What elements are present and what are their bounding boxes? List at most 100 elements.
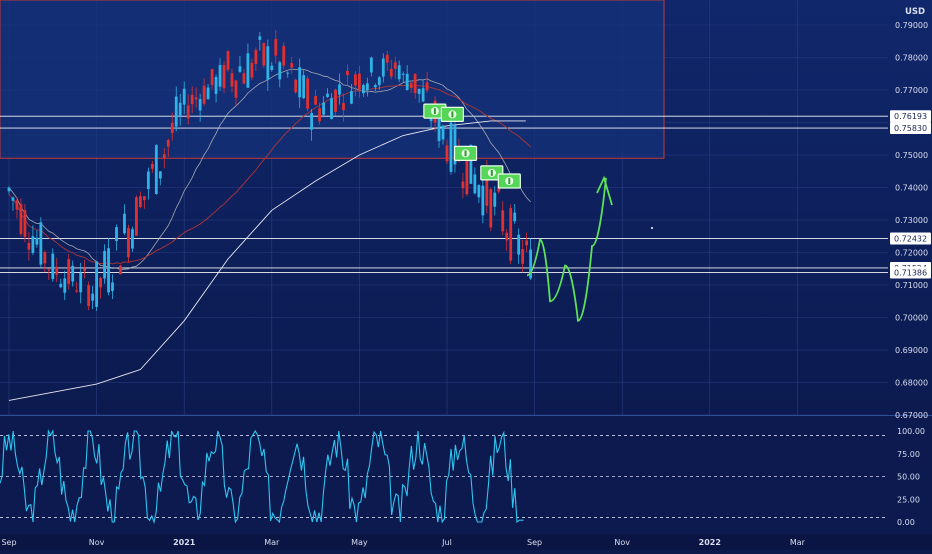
candle [346, 64, 349, 86]
candle [330, 93, 333, 120]
candle [254, 47, 258, 72]
candle [55, 258, 59, 283]
price-tick-label: 0.67000 [895, 411, 928, 420]
candle [115, 224, 118, 251]
candle [461, 173, 465, 199]
projection-path [526, 177, 607, 322]
candle [401, 71, 405, 83]
time-tick-label: 2022 [699, 538, 721, 547]
candle [262, 42, 266, 68]
price-tick-label: 0.79000 [895, 21, 928, 30]
candle [270, 62, 274, 72]
candle [190, 86, 194, 114]
candle [214, 74, 218, 103]
candles [7, 29, 533, 312]
candle [481, 177, 485, 224]
candle [393, 57, 397, 79]
candle [294, 78, 298, 94]
candle [15, 197, 19, 219]
candle [389, 59, 393, 80]
osc-tick-label: 25.00 [897, 495, 920, 504]
candle [465, 158, 469, 197]
candle [234, 79, 238, 107]
candle [286, 71, 290, 78]
time-tick-label: May [351, 538, 368, 547]
candle [226, 50, 230, 72]
price-level-tag[interactable]: 0.72432 [890, 232, 931, 245]
candle [338, 73, 341, 105]
candle [350, 84, 353, 105]
candle [174, 86, 178, 132]
candle [365, 77, 369, 97]
dollar-note-icon [497, 173, 521, 189]
candle [501, 201, 505, 236]
candle [111, 274, 114, 299]
price-level-tag[interactable]: 0.75830 [890, 122, 931, 135]
candle [477, 184, 481, 203]
candle [369, 56, 373, 77]
candle [302, 70, 306, 100]
oscillator-pane [0, 416, 932, 534]
candle [246, 43, 250, 89]
candle [131, 226, 134, 252]
ma-slow-line [8, 120, 526, 401]
candle [202, 78, 206, 106]
time-tick-label: Nov [614, 538, 630, 547]
candle [146, 167, 150, 200]
candle [7, 186, 11, 195]
candle [178, 93, 182, 126]
dollar-note-icon [423, 103, 447, 119]
price-tick-label: 0.77000 [895, 86, 928, 95]
candle [489, 187, 493, 232]
candle [27, 232, 31, 261]
candle [150, 160, 154, 173]
price-level-tag[interactable]: 0.76193 [890, 110, 931, 123]
time-tick-label: Jul [441, 538, 452, 547]
candle [47, 268, 51, 280]
candle [79, 262, 83, 304]
candle [385, 50, 389, 71]
ma-fast-line [8, 68, 531, 271]
candle [166, 138, 170, 157]
candle [242, 68, 246, 85]
candle [258, 31, 262, 51]
candle [182, 81, 186, 115]
candle [71, 260, 75, 287]
candle [397, 60, 401, 82]
osc-pane-separator[interactable] [0, 415, 932, 417]
price-tick-label: 0.70000 [895, 314, 928, 323]
candle [306, 75, 310, 112]
candle [67, 254, 71, 290]
candle [238, 56, 242, 74]
time-axis-strip [0, 534, 932, 550]
price-level-label: 0.75830 [894, 124, 927, 133]
candle [158, 171, 162, 186]
candle [23, 203, 27, 243]
candle [127, 224, 130, 263]
candle [334, 88, 337, 116]
candle [310, 109, 314, 141]
candle [250, 58, 254, 81]
candle [198, 93, 202, 122]
time-tick-label: Mar [264, 538, 280, 547]
price-level-tag[interactable]: 0.71386 [890, 266, 931, 279]
candle [91, 285, 95, 310]
candle [206, 83, 210, 100]
candle [493, 186, 497, 216]
dot-marker [651, 227, 653, 229]
candle [513, 204, 517, 224]
candle [421, 79, 425, 103]
price-tick-label: 0.71000 [895, 281, 928, 290]
candle [409, 82, 413, 94]
candle [162, 148, 166, 169]
price-tick-label: 0.74000 [895, 184, 928, 193]
candle [39, 217, 43, 268]
candle [222, 60, 226, 93]
candle [509, 204, 513, 265]
candle [135, 195, 138, 236]
candle [381, 53, 385, 83]
candle [51, 248, 55, 282]
candle [63, 270, 67, 301]
